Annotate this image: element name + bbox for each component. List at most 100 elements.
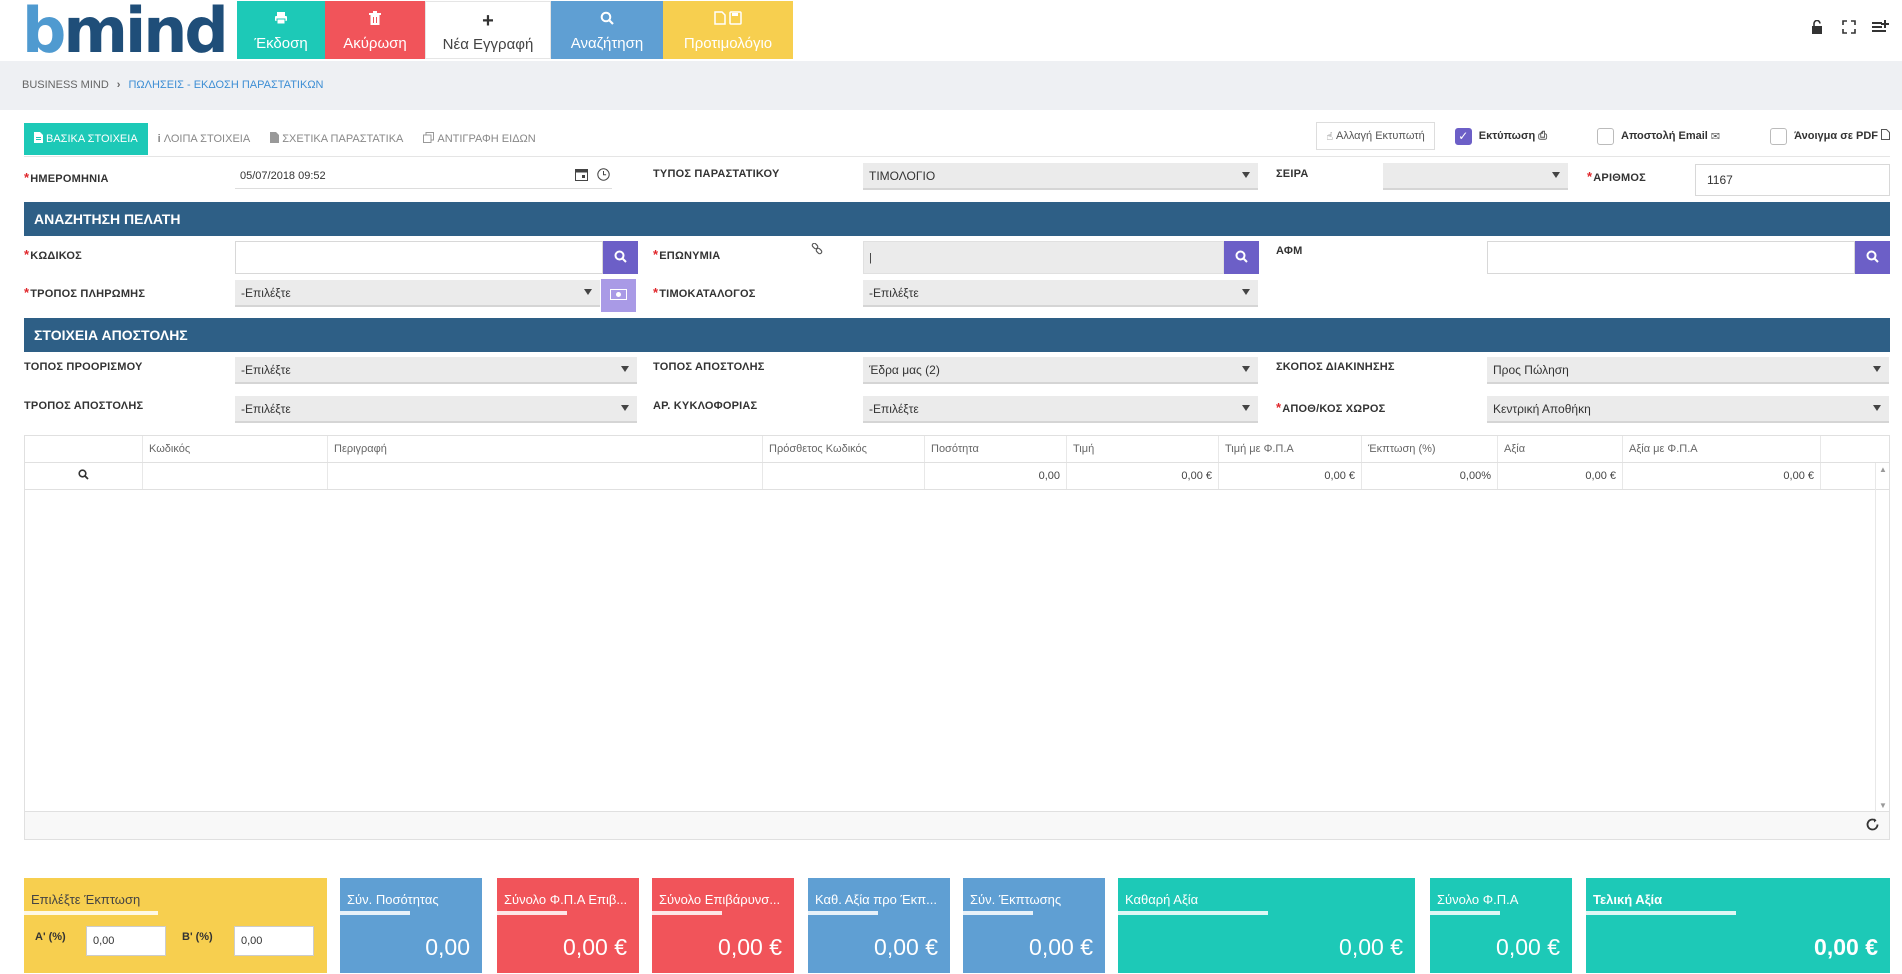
warehouse-select[interactable]: Κεντρική Αποθήκη	[1487, 396, 1889, 423]
row-action-cell[interactable]	[1821, 463, 1875, 489]
purpose-label: ΣΚΟΠΟΣ ΔΙΑΚΙΝΗΣΗΣ	[1276, 361, 1395, 373]
grid-header-cell[interactable]: Ποσότητα	[925, 436, 1067, 462]
document-icon	[270, 132, 280, 146]
payment-method-select[interactable]: -Επιλέξτε	[235, 280, 600, 307]
chevron-down-icon	[1873, 405, 1881, 411]
payment-money-button[interactable]	[601, 279, 636, 312]
scroll-down-icon[interactable]: ▼	[1879, 801, 1887, 810]
copy-icon	[423, 132, 435, 146]
net-before-discount-value: 0,00 €	[874, 934, 938, 960]
total-quantity-box: Σύν. Ποσότητας 0,00	[340, 878, 482, 973]
shipping-method-select[interactable]: -Επιλέξτε	[235, 396, 637, 423]
tab-basic-info[interactable]: ΒΑΣΙΚΑ ΣΤΟΙΧΕΙΑ	[24, 123, 148, 155]
total-charges-box: Σύνολο Επιβάρυνσ... 0,00 €	[652, 878, 794, 973]
new-record-label: Νέα Εγγραφή	[442, 36, 534, 53]
table-row[interactable]: 0,00 0,00 € 0,00 € 0,00% 0,00 € 0,00 €	[25, 463, 1889, 490]
fullscreen-icon[interactable]	[1840, 20, 1858, 39]
customer-code-search-button[interactable]	[603, 241, 638, 274]
info-icon: i	[157, 133, 161, 145]
customer-name-search-button[interactable]	[1224, 241, 1259, 274]
search-button[interactable]: Αναζήτηση	[551, 1, 663, 59]
afm-input[interactable]	[1487, 241, 1855, 274]
grid-header-cell[interactable]: Αξία	[1498, 436, 1623, 462]
date-input[interactable]: 05/07/2018 09:52	[235, 163, 612, 189]
unlock-icon[interactable]	[1808, 19, 1826, 39]
row-discount-cell[interactable]: 0,00%	[1362, 463, 1498, 489]
scroll-up-icon[interactable]: ▲	[1879, 465, 1887, 474]
grid-header-cell[interactable]: Κωδικός	[143, 436, 328, 462]
box-underline	[963, 911, 1033, 915]
grid-header-cell[interactable]: Τιμή	[1067, 436, 1219, 462]
doc-type-select[interactable]: ΤΙΜΟΛΟΓΙΟ	[863, 163, 1258, 190]
row-price-cell[interactable]: 0,00 €	[1067, 463, 1219, 489]
afm-search-button[interactable]	[1855, 241, 1890, 274]
email-checkbox[interactable]	[1597, 127, 1614, 145]
menu-add-icon[interactable]	[1872, 20, 1890, 39]
breadcrumb-separator: ›	[116, 79, 121, 91]
money-icon	[610, 288, 627, 303]
bmind-logo[interactable]: b mind	[22, 0, 229, 62]
breadcrumb-current[interactable]: ΠΩΛΗΣΕΙΣ - ΕΚΔΟΣΗ ΠΑΡΑΣΤΑΤΙΚΩΝ	[128, 79, 324, 91]
pre-invoice-label: Προτιμολόγιο	[683, 35, 773, 52]
tab-other-info[interactable]: i ΛΟΙΠΑ ΣΤΟΙΧΕΙΑ	[148, 123, 261, 155]
origin-select[interactable]: Έδρα μας (2)	[863, 357, 1258, 384]
search-icon	[551, 11, 663, 29]
search-icon[interactable]	[78, 469, 89, 483]
divider	[24, 156, 1890, 157]
row-extra-code-cell[interactable]	[763, 463, 925, 489]
row-description-cell[interactable]	[328, 463, 763, 489]
breadcrumb-root[interactable]: BUSINESS MIND	[22, 79, 109, 91]
cancel-button[interactable]: Ακύρωση	[325, 1, 425, 59]
pdf-option[interactable]: Άνοιγμα σε PDF	[1770, 127, 1890, 145]
total-discount-box: Σύν. Έκπτωσης 0,00 €	[963, 878, 1105, 973]
print-option[interactable]: ✓ Εκτύπωση ⎙	[1454, 127, 1547, 145]
total-quantity-label: Σύν. Ποσότητας	[347, 892, 439, 907]
print-checkbox[interactable]: ✓	[1454, 127, 1472, 145]
total-discount-value: 0,00 €	[1029, 934, 1093, 960]
printer-icon: ⎙	[1538, 129, 1547, 142]
grid-header-cell[interactable]: Τιμή με Φ.Π.Α	[1219, 436, 1362, 462]
number-input[interactable]: 1167	[1695, 164, 1890, 196]
new-record-button[interactable]: + Νέα Εγγραφή	[425, 1, 551, 59]
calendar-icon[interactable]	[575, 168, 588, 184]
row-value-cell[interactable]: 0,00 €	[1498, 463, 1623, 489]
pricelist-select[interactable]: -Επιλέξτε	[863, 280, 1258, 307]
row-quantity-cell[interactable]: 0,00	[925, 463, 1067, 489]
search-icon	[1866, 250, 1879, 266]
final-value-label: Τελική Αξία	[1593, 892, 1663, 907]
pre-invoice-button[interactable]: Προτιμολόγιο	[663, 1, 793, 59]
row-value-vat-cell[interactable]: 0,00 €	[1623, 463, 1821, 489]
series-select[interactable]	[1383, 163, 1568, 190]
link-icon[interactable]	[811, 242, 823, 258]
customer-code-input[interactable]	[235, 241, 603, 274]
tab-copy-items[interactable]: ΑΝΤΙΓΡΑΦΗ ΕΙΔΩΝ	[413, 123, 545, 155]
discount-a-input[interactable]: 0,00	[86, 926, 166, 956]
refresh-icon[interactable]	[1865, 817, 1880, 837]
customer-name-input[interactable]: |	[863, 241, 1224, 274]
pdf-checkbox[interactable]	[1770, 127, 1788, 145]
origin-value: Έδρα μας (2)	[869, 362, 940, 377]
grid-header-cell[interactable]: Πρόσθετος Κωδικός	[763, 436, 925, 462]
warehouse-label: *ΑΠΟΘ/ΚΟΣ ΧΩΡΟΣ	[1276, 400, 1386, 415]
tab-related-documents[interactable]: ΣΧΕΤΙΚΑ ΠΑΡΑΣΤΑΤΙΚΑ	[260, 123, 413, 155]
row-search-cell[interactable]	[25, 463, 143, 489]
clock-icon[interactable]	[597, 168, 610, 184]
breadcrumb: BUSINESS MIND › ΠΩΛΗΣΕΙΣ - ΕΚΔΟΣΗ ΠΑΡΑΣΤ…	[22, 79, 323, 91]
grid-header-cell[interactable]: Περιγραφή	[328, 436, 763, 462]
grid-header-cell[interactable]: Έκπτωση (%)	[1362, 436, 1498, 462]
change-printer-button[interactable]: ☝ Αλλαγή Εκτυπωτή	[1316, 122, 1435, 150]
row-price-vat-cell[interactable]: 0,00 €	[1219, 463, 1362, 489]
destination-select[interactable]: -Επιλέξτε	[235, 357, 637, 384]
grid-header-cell[interactable]: Αξία με Φ.Π.Α	[1623, 436, 1821, 462]
row-code-cell[interactable]	[143, 463, 328, 489]
plate-select[interactable]: -Επιλέξτε	[863, 396, 1258, 423]
email-option[interactable]: Αποστολή Email ✉	[1597, 127, 1720, 145]
printer-icon	[237, 11, 325, 29]
print-button[interactable]: Έκδοση	[237, 1, 325, 59]
purpose-select[interactable]: Προς Πώληση	[1487, 357, 1889, 384]
pricelist-label: *ΤΙΜΟΚΑΤΑΛΟΓΟΣ	[653, 285, 756, 300]
change-printer-label: Αλλαγή Εκτυπωτή	[1336, 130, 1425, 142]
grid-scrollbar[interactable]: ▲ ▼	[1875, 463, 1889, 812]
discount-b-input[interactable]: 0,00	[234, 926, 314, 956]
